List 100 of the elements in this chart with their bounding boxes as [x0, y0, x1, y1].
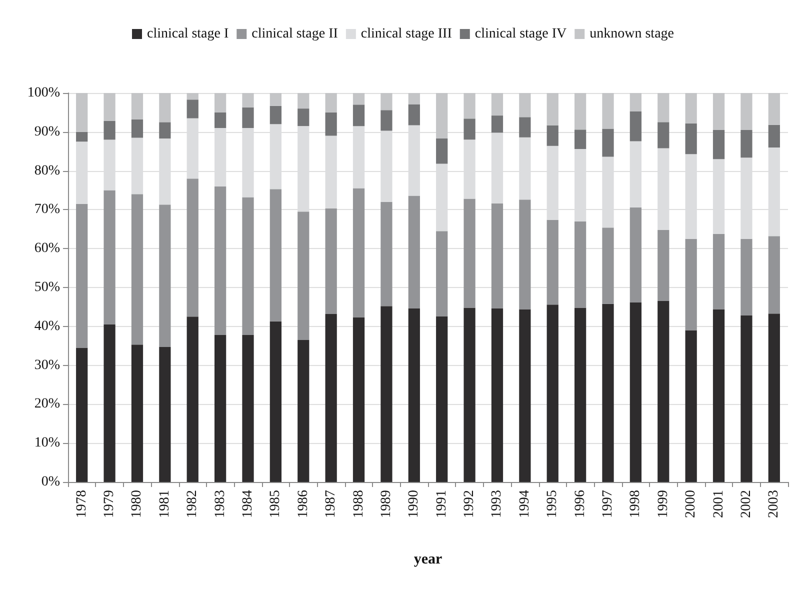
x-tick-label: 1983: [212, 490, 228, 518]
x-tick-label: 1992: [462, 490, 478, 518]
bar: [464, 198, 476, 308]
x-tick-label: 1989: [378, 490, 394, 518]
bar: [712, 130, 725, 160]
bar: [352, 104, 365, 126]
bar: [186, 316, 198, 482]
bar: [104, 324, 116, 482]
y-tick-label: 50%: [34, 280, 60, 295]
bar: [574, 130, 586, 150]
bar: [76, 348, 88, 482]
bar: [104, 190, 116, 324]
y-tick-label: 20%: [34, 396, 60, 412]
y-tick-label: 40%: [34, 318, 60, 334]
bar: [740, 93, 752, 130]
bar: [768, 124, 780, 148]
bar: [546, 125, 558, 146]
bar: [574, 221, 586, 308]
bar: [104, 121, 116, 140]
bar: [491, 308, 504, 482]
x-tick-label: 1984: [240, 490, 256, 518]
bar: [214, 112, 226, 128]
bar: [630, 207, 642, 302]
bar: [325, 314, 337, 482]
bar: [408, 196, 420, 309]
bar: [325, 112, 337, 136]
bar: [159, 204, 171, 348]
x-tick-label: 1993: [490, 490, 505, 518]
bar: [242, 93, 254, 108]
bar: [214, 93, 226, 112]
bar: [546, 304, 558, 482]
bar: [242, 107, 254, 128]
x-tick-label: 1994: [517, 490, 532, 518]
bar: [214, 334, 226, 482]
bar: [436, 93, 448, 139]
bar: [602, 228, 614, 304]
bar: [602, 128, 614, 157]
x-tick-label: 2000: [684, 490, 699, 518]
bar: [159, 93, 171, 122]
bar: [436, 231, 448, 316]
bar: [464, 308, 476, 482]
bar: [131, 119, 144, 138]
bar: [685, 238, 697, 330]
bar: [740, 238, 752, 316]
bar: [76, 132, 88, 142]
bar: [380, 202, 392, 306]
x-tick-label: 1986: [296, 490, 311, 518]
bar: [768, 93, 780, 125]
bar: [270, 321, 282, 482]
bar: [712, 93, 725, 130]
x-tick-label: 1996: [572, 490, 588, 518]
bar: [76, 204, 88, 348]
bar: [325, 93, 337, 112]
x-tick-label: 1999: [656, 490, 671, 518]
bar: [131, 344, 144, 482]
bar: [131, 194, 144, 345]
bar: [131, 93, 144, 120]
legend-label: clinical stage II: [252, 26, 338, 42]
bar: [380, 306, 392, 482]
bar: [242, 334, 254, 482]
bar: [76, 93, 88, 132]
bar: [436, 316, 448, 482]
x-tick-label: 1985: [268, 490, 284, 518]
bar: [574, 308, 586, 482]
bar: [270, 189, 282, 322]
bar: [658, 122, 670, 148]
bar: [491, 93, 504, 116]
bar: [104, 93, 116, 122]
bar: [685, 330, 697, 482]
bar: [768, 236, 780, 314]
bar: [685, 93, 697, 124]
bar: [436, 138, 448, 164]
bar: [214, 186, 226, 335]
y-tick-label: 90%: [34, 124, 60, 140]
y-tick-label: 70%: [34, 202, 60, 218]
bar: [298, 340, 310, 482]
bar: [408, 93, 420, 104]
bar: [352, 93, 365, 105]
x-tick-label: 1979: [102, 490, 118, 518]
y-tick-label: 60%: [34, 241, 60, 256]
bar: [768, 314, 780, 482]
x-tick-label: 1997: [600, 490, 616, 518]
bar: [685, 123, 697, 154]
bar: [519, 309, 531, 482]
bar: [408, 308, 420, 482]
bar: [408, 104, 420, 126]
y-tick-label: 30%: [34, 358, 60, 373]
legend-label: unknown stage: [590, 26, 674, 42]
bar: [159, 347, 171, 482]
x-tick-label: 1988: [351, 490, 366, 518]
x-tick-label: 2002: [738, 490, 754, 518]
x-tick-label: 1980: [130, 490, 145, 518]
bar: [380, 93, 392, 110]
x-tick-label: 1981: [157, 490, 172, 518]
bar: [352, 317, 365, 482]
bar: [712, 309, 725, 482]
bar: [740, 130, 752, 158]
bar: [658, 230, 670, 301]
bar: [630, 302, 642, 482]
bar: [159, 122, 171, 139]
